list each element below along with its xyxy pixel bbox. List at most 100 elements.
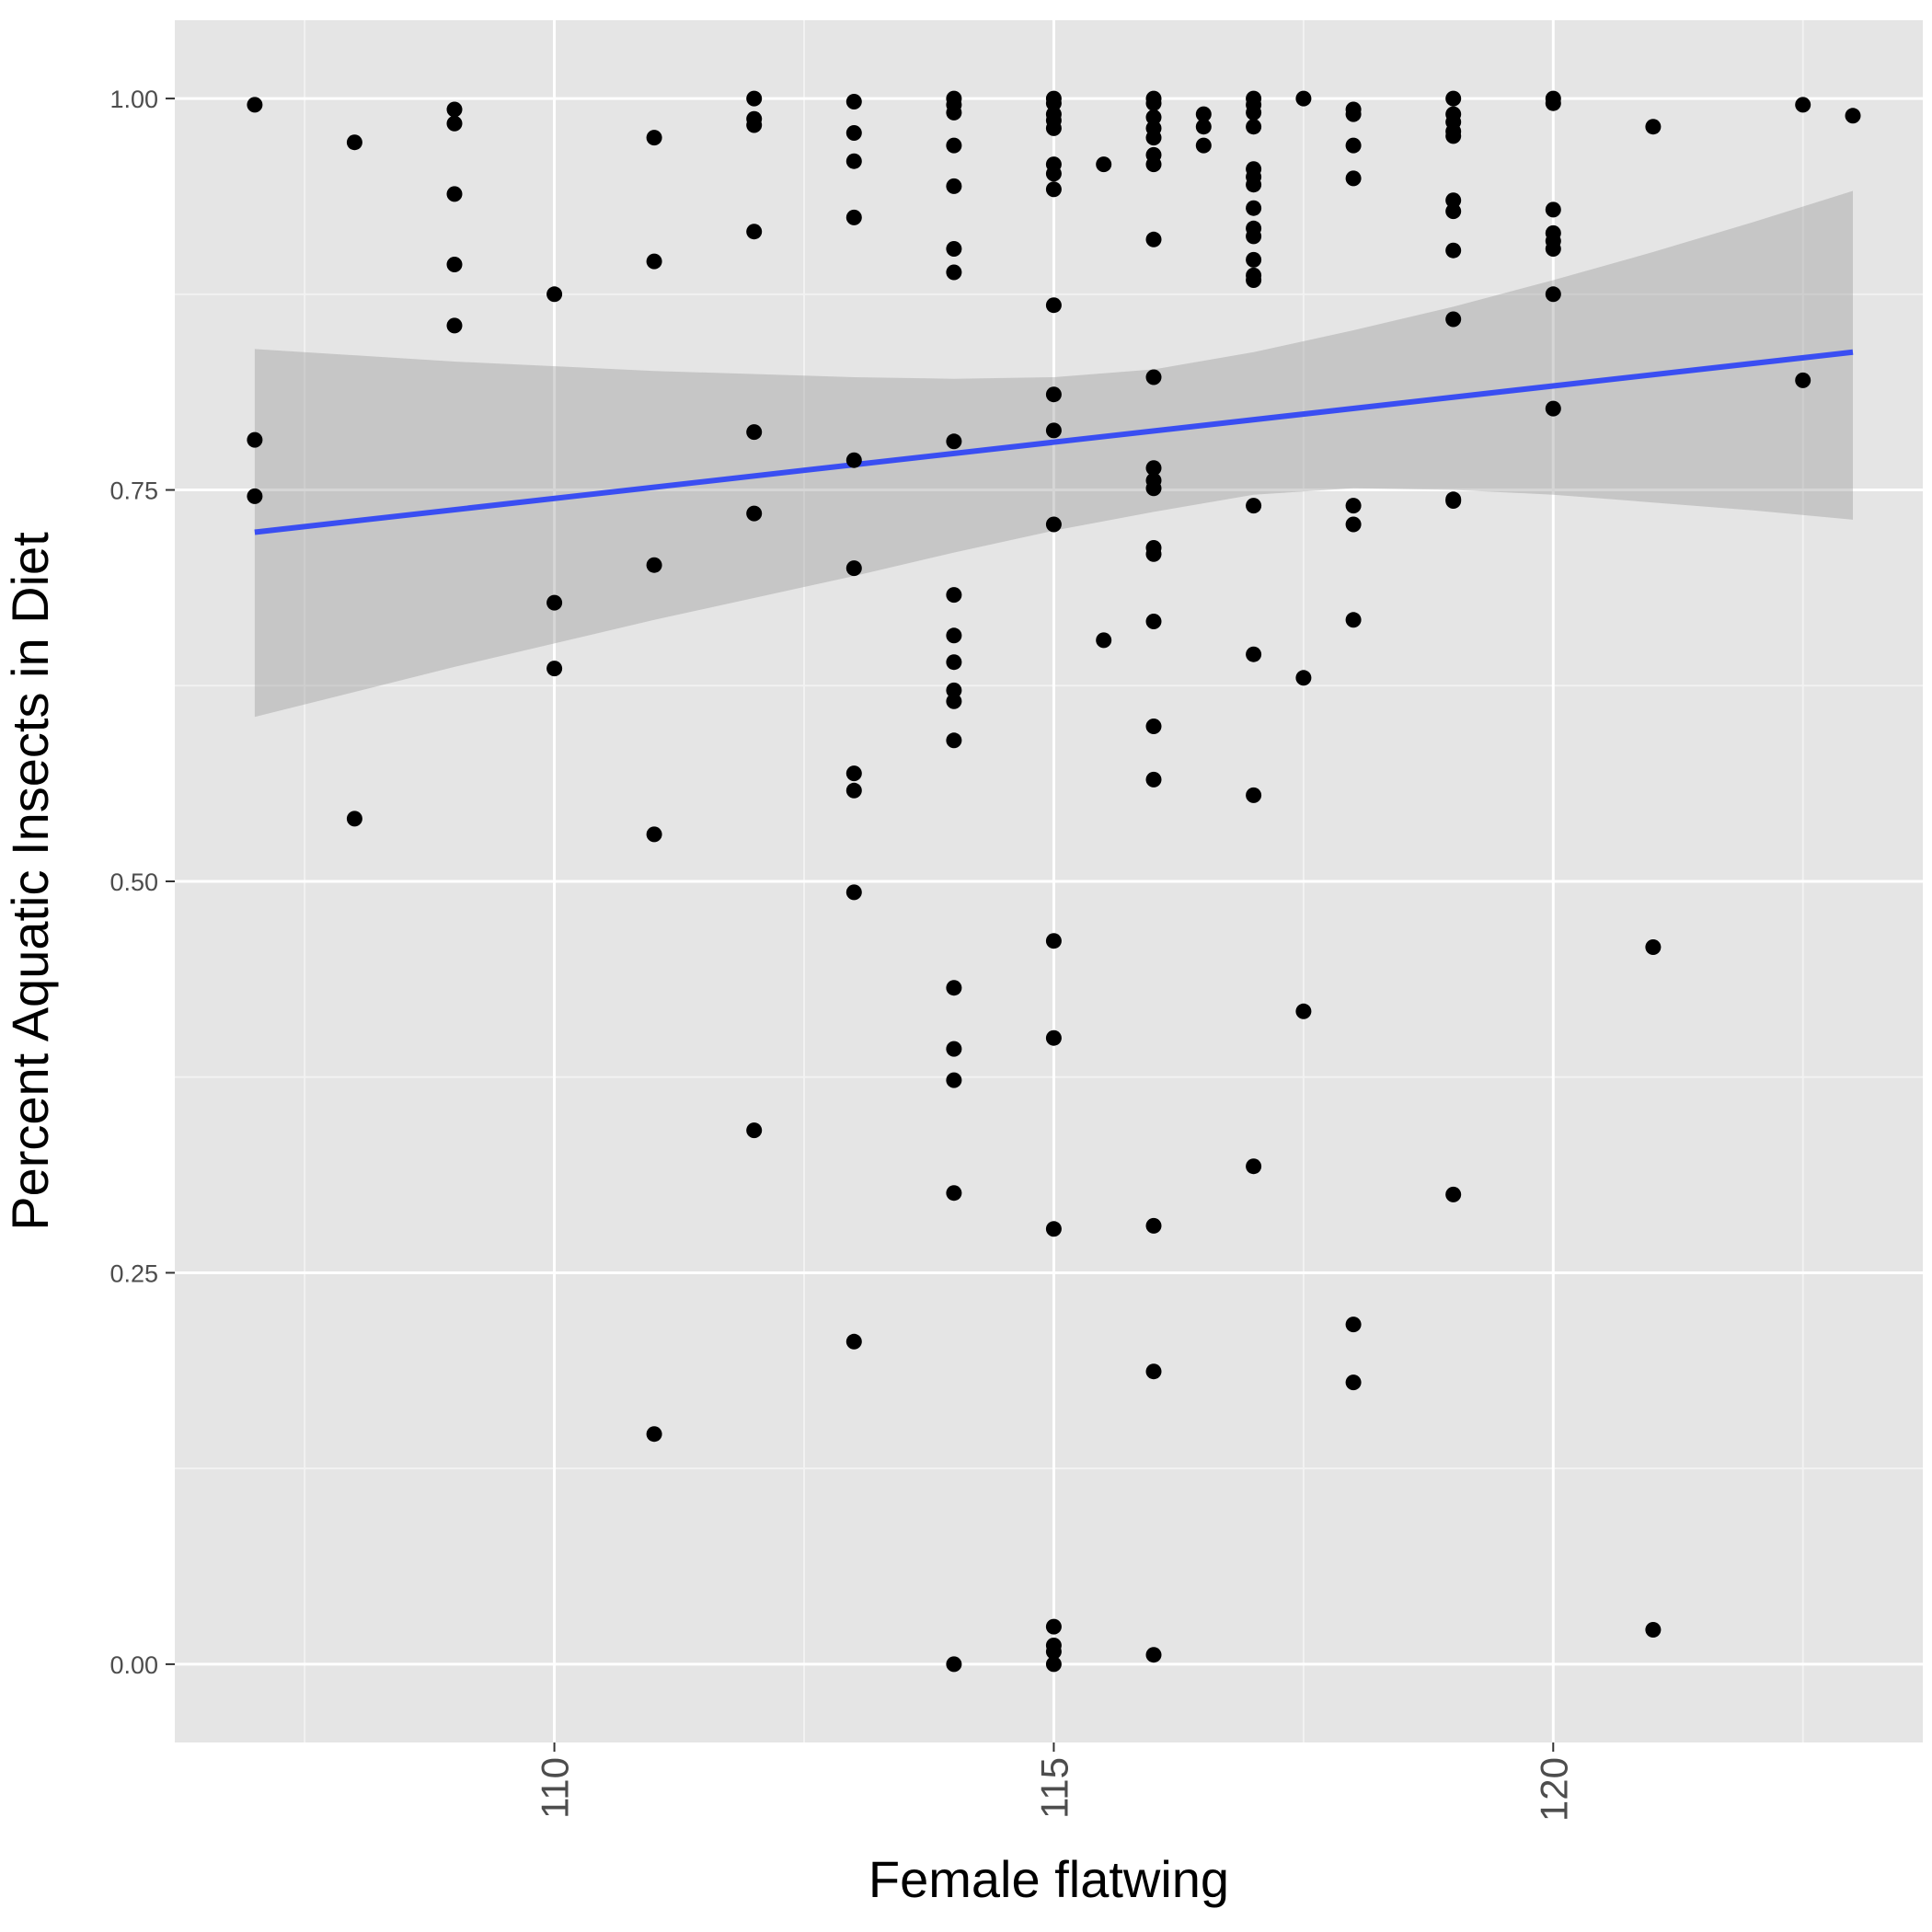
y-tick-label: 1.00: [109, 86, 158, 113]
data-points: [247, 90, 1861, 1673]
data-point: [1195, 119, 1212, 135]
data-point: [1345, 106, 1362, 122]
data-point: [946, 587, 962, 604]
data-point: [946, 241, 962, 257]
data-point: [1145, 460, 1162, 477]
data-point: [946, 433, 962, 450]
data-point: [946, 264, 962, 281]
data-point: [446, 257, 463, 272]
data-point: [1445, 192, 1462, 209]
data-point: [946, 1041, 962, 1057]
data-point: [646, 826, 662, 843]
data-point: [1545, 400, 1561, 417]
data-point: [446, 101, 463, 118]
data-point: [1645, 119, 1662, 135]
data-point: [1295, 1003, 1312, 1019]
y-tick-label: 0.75: [109, 477, 158, 505]
data-point: [845, 125, 862, 141]
y-tick-label: 0.50: [109, 868, 158, 896]
data-point: [446, 317, 463, 334]
data-point: [946, 1072, 962, 1088]
data-point: [845, 1333, 862, 1350]
data-point: [1795, 97, 1811, 113]
data-point: [1145, 1363, 1162, 1380]
data-point: [1045, 933, 1062, 949]
x-tick-label: 115: [1032, 1757, 1075, 1819]
data-point: [546, 661, 563, 677]
data-point: [1045, 516, 1062, 533]
data-point: [1445, 242, 1462, 259]
data-point: [1045, 1643, 1062, 1660]
data-point: [1096, 156, 1112, 173]
data-point: [1195, 137, 1212, 154]
data-point: [946, 654, 962, 671]
y-axis-ticks: 0.00 0.25 0.50 0.75 1.00: [109, 86, 175, 1679]
data-point: [946, 104, 962, 121]
data-point: [1045, 386, 1062, 403]
data-point: [946, 1185, 962, 1202]
data-point: [1246, 119, 1262, 135]
data-point: [646, 130, 662, 146]
data-point: [1445, 1186, 1462, 1202]
data-point: [1145, 614, 1162, 629]
data-point: [1096, 632, 1112, 649]
data-point: [546, 594, 563, 611]
data-point: [946, 980, 962, 996]
data-point: [1445, 128, 1462, 144]
data-point: [746, 90, 763, 107]
data-point: [646, 253, 662, 270]
data-point: [1045, 1029, 1062, 1046]
data-point: [845, 560, 862, 577]
data-point: [1295, 670, 1312, 686]
data-point: [1145, 771, 1162, 788]
data-point: [1045, 422, 1062, 439]
data-point: [1045, 1656, 1062, 1673]
data-point: [1545, 95, 1561, 111]
data-point: [1246, 787, 1262, 803]
data-point: [1045, 297, 1062, 314]
data-point: [1445, 493, 1462, 509]
data-point: [247, 431, 263, 448]
data-point: [1445, 311, 1462, 328]
data-point: [1645, 939, 1662, 955]
y-tick-label: 0.00: [109, 1651, 158, 1679]
x-axis-ticks: 110 115 120: [534, 1742, 1575, 1822]
data-point: [1145, 1647, 1162, 1663]
x-tick-label: 120: [1532, 1757, 1575, 1822]
data-point: [346, 134, 362, 151]
data-point: [1345, 1374, 1362, 1391]
data-point: [247, 488, 263, 504]
data-point: [1246, 200, 1262, 216]
data-point: [845, 94, 862, 109]
data-point: [746, 224, 763, 240]
data-point: [1246, 1158, 1262, 1175]
y-tick-label: 0.25: [109, 1259, 158, 1287]
data-point: [946, 682, 962, 698]
data-point: [446, 115, 463, 132]
data-point: [845, 765, 862, 782]
data-point: [845, 452, 862, 468]
data-point: [1145, 480, 1162, 497]
data-point: [1145, 1217, 1162, 1234]
data-point: [746, 117, 763, 133]
data-point: [1045, 95, 1062, 111]
data-point: [1145, 95, 1162, 111]
data-point: [1195, 106, 1212, 122]
data-point: [1545, 241, 1561, 257]
data-point: [1345, 612, 1362, 628]
data-point: [845, 153, 862, 169]
data-point: [446, 186, 463, 202]
major-gridlines: [175, 20, 1923, 1742]
data-point: [1345, 170, 1362, 187]
data-point: [1445, 203, 1462, 220]
data-point: [646, 557, 662, 573]
data-point: [1246, 498, 1262, 514]
data-point: [746, 1122, 763, 1139]
data-point: [1145, 369, 1162, 385]
data-point: [1145, 156, 1162, 173]
data-point: [1545, 286, 1561, 303]
data-point: [746, 424, 763, 441]
data-point: [1645, 1622, 1662, 1638]
x-tick-label: 110: [534, 1757, 577, 1819]
data-point: [1246, 251, 1262, 268]
